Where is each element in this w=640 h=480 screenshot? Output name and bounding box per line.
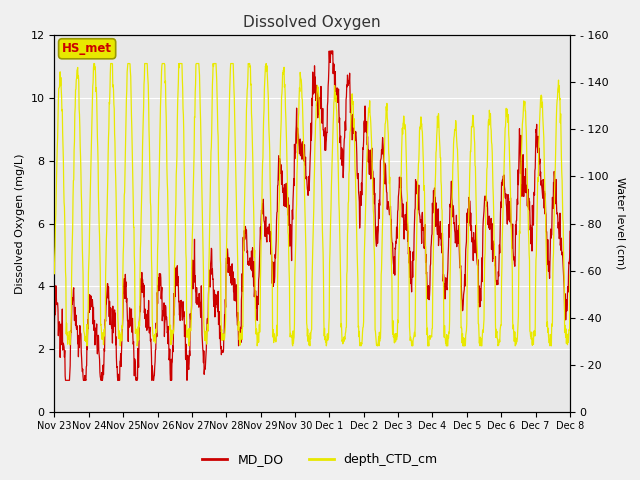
Title: Dissolved Oxygen: Dissolved Oxygen xyxy=(243,15,381,30)
Y-axis label: Dissolved Oxygen (mg/L): Dissolved Oxygen (mg/L) xyxy=(15,153,25,294)
Legend: MD_DO, depth_CTD_cm: MD_DO, depth_CTD_cm xyxy=(197,448,443,471)
Y-axis label: Water level (cm): Water level (cm) xyxy=(615,177,625,270)
Text: HS_met: HS_met xyxy=(62,42,112,55)
